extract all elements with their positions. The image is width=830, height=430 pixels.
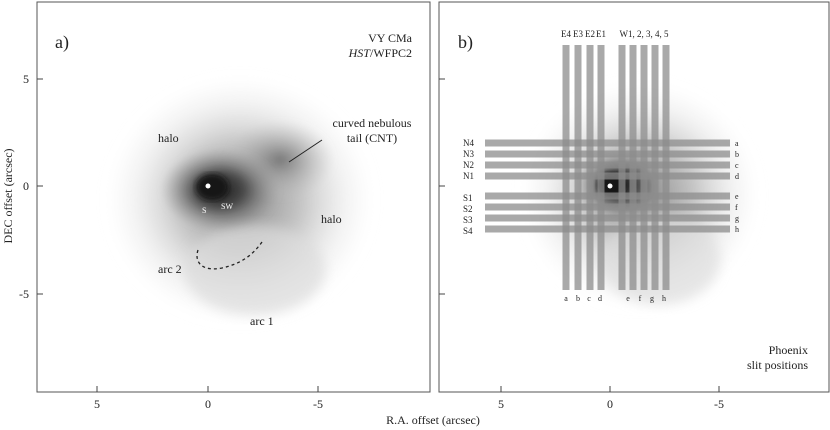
col-letter-b: b	[576, 294, 580, 303]
row-letter-f: f	[735, 203, 738, 212]
horizontal-slit	[485, 172, 730, 180]
x-tick-a-5: 5	[94, 397, 100, 411]
panel-b-caption-line2: slit positions	[747, 358, 808, 372]
instrument-rest: /WFPC2	[370, 46, 412, 60]
slit-label-e3: E3	[573, 29, 583, 39]
col-letter-a: a	[564, 294, 568, 303]
x-axis-label: R.A. offset (arcsec)	[386, 413, 480, 427]
label-sw: SW	[221, 202, 233, 211]
x-tick-a-m5: -5	[313, 397, 323, 411]
label-cnt-line2: tail (CNT)	[347, 131, 397, 145]
label-s: S	[202, 206, 206, 215]
panel-a-nebula-image	[105, 75, 375, 325]
x-tick-a-0: 0	[205, 397, 211, 411]
x-tick-b-m5: -5	[714, 397, 724, 411]
horizontal-slits	[485, 139, 730, 233]
slit-label-s1: S1	[463, 193, 473, 203]
panel-a-instrument: HST/WFPC2	[348, 46, 412, 60]
label-arc1: arc 1	[250, 314, 274, 328]
label-arc2: arc 2	[158, 262, 182, 276]
y-tick-5: 5	[23, 72, 29, 86]
star-marker-b	[607, 183, 613, 189]
col-letter-f: f	[639, 294, 642, 303]
x-tick-b-5: 5	[498, 397, 504, 411]
panel-b-tag: b)	[458, 32, 473, 53]
col-letter-h: h	[662, 294, 666, 303]
arc2-dashed-curve	[196, 241, 263, 270]
slit-label-s2: S2	[463, 204, 473, 214]
slit-label-s4: S4	[463, 226, 473, 236]
slit-label-n2: N2	[463, 160, 474, 170]
col-letter-c: c	[587, 294, 591, 303]
slit-label-e2: E2	[585, 29, 595, 39]
axes: 5 0 -5 5 0 -5 5 0 -5 R.A. offset (arcsec…	[1, 72, 724, 427]
horizontal-slit	[485, 161, 730, 169]
x-tick-b-0: 0	[607, 397, 613, 411]
y-tick-0: 0	[23, 179, 29, 193]
panel-a: a) VY CMa HST/WFPC2 halo halo curved neb…	[36, 1, 431, 393]
slit-label-e1: E1	[596, 29, 606, 39]
horizontal-slit	[485, 203, 730, 211]
horizontal-slit	[485, 150, 730, 158]
panel-b: b) E4 E3 E2 E1 W1, 2, 3, 4, 5 N4 N3 N2 N…	[438, 1, 830, 393]
slit-label-e4: E4	[561, 29, 571, 39]
y-tick-m5: -5	[19, 287, 29, 301]
slit-label-n1: N1	[463, 171, 474, 181]
panel-b-frame	[438, 1, 830, 393]
cnt-pointer-line	[288, 139, 323, 163]
slit-label-n4: N4	[463, 138, 474, 148]
row-letter-a: a	[735, 139, 739, 148]
slit-label-w: W1, 2, 3, 4, 5	[620, 29, 669, 39]
star-marker	[205, 183, 211, 189]
row-letter-e: e	[735, 192, 739, 201]
panel-b-caption-line1: Phoenix	[769, 343, 808, 357]
panel-a-target: VY CMa	[368, 31, 413, 45]
row-letter-b: b	[735, 150, 739, 159]
horizontal-slit	[485, 225, 730, 233]
y-axis-label: DEC offset (arcsec)	[1, 148, 15, 243]
slit-label-s3: S3	[463, 215, 473, 225]
panel-a-tag: a)	[55, 32, 69, 53]
horizontal-slit	[485, 192, 730, 200]
row-letter-h: h	[735, 225, 739, 234]
slit-label-n3: N3	[463, 149, 474, 159]
label-halo-left: halo	[158, 131, 179, 145]
row-letter-d: d	[735, 172, 739, 181]
col-letter-e: e	[626, 294, 630, 303]
col-letter-d: d	[598, 294, 602, 303]
horizontal-slit	[485, 139, 730, 147]
row-letter-g: g	[735, 214, 739, 223]
label-cnt-line1: curved nebulous	[333, 116, 412, 130]
row-letter-c: c	[735, 161, 739, 170]
label-halo-right: halo	[321, 212, 342, 226]
panel-a-frame	[36, 1, 431, 393]
instrument-italic: HST	[348, 46, 372, 60]
horizontal-slit	[485, 214, 730, 222]
col-letter-g: g	[650, 294, 654, 303]
